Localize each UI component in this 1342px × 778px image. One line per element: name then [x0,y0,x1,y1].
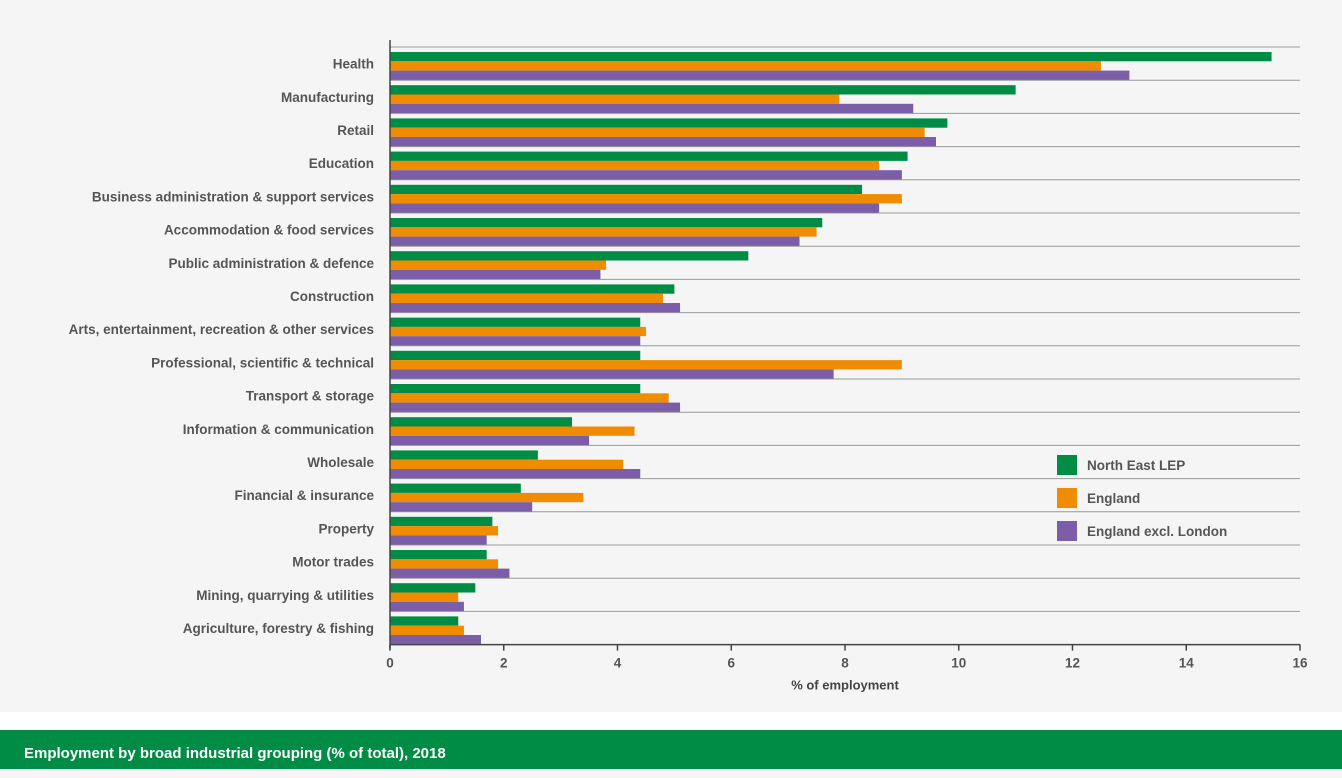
category-label: Construction [290,289,374,304]
bar-england-excl-london [390,137,936,147]
bar-england-excl-london [390,303,681,313]
category-label: Property [318,521,374,536]
bar-england-excl-london [390,369,834,379]
bar-england [390,625,464,635]
legend: North East LEP England England excl. Londo… [1057,455,1227,541]
bar-england [390,393,669,403]
bar-england [390,160,880,171]
bar-north-east-lep [390,284,675,294]
bar-north-east-lep [390,52,1272,62]
grid-lines [390,46,1300,646]
legend-label: England excl. London [1087,524,1227,539]
category-label: Mining, quarrying & utilities [196,588,374,603]
bar-north-east-lep [390,516,493,527]
category-label: Arts, entertainment, recreation & other … [69,322,374,337]
x-tick-label: 2 [500,656,508,671]
x-tick-label: 4 [614,656,622,671]
bar-north-east-lep [390,616,459,626]
bar-england [390,426,635,436]
bar-england [390,194,902,204]
bar-england-excl-london [390,469,641,479]
bars [390,52,1272,645]
bar-england [390,459,624,469]
category-label: Transport & storage [246,389,375,404]
legend-label: North East LEP [1087,458,1185,473]
category-label: Public administration & defence [168,256,374,271]
bar-north-east-lep [390,583,476,593]
bar-england [390,260,607,270]
x-axis-title: % of employment [791,678,899,693]
x-tick-label: 16 [1292,656,1308,671]
category-label: Motor trades [292,555,374,570]
legend-swatch [1057,488,1077,508]
category-label: Financial & insurance [234,488,374,503]
x-tick-label: 10 [951,656,966,671]
bar-england-excl-london [390,70,1130,80]
bar-north-east-lep [390,184,863,195]
category-label: Agriculture, forestry & fishing [183,621,374,636]
x-tick-label: 12 [1065,656,1080,671]
bar-england [390,360,902,370]
bar-north-east-lep [390,384,641,394]
bar-north-east-lep [390,450,538,460]
bar-england [390,94,840,104]
bar-england [390,127,925,137]
chart-caption: Employment by broad industrial grouping … [0,730,1342,769]
bar-north-east-lep [390,85,1016,95]
bar-england-excl-london [390,269,601,280]
bar-north-east-lep [390,251,749,261]
bar-north-east-lep [390,151,908,161]
bar-england-excl-london [390,568,510,578]
chart-area: Health Manufacturing Retail Education Busine… [68,40,1308,693]
separator [0,712,1342,730]
x-tick-label: 0 [386,656,394,671]
bar-england [390,592,459,602]
bar-england [390,326,646,337]
bar-england-excl-london [390,502,533,512]
category-label: Professional, scientific & technical [151,355,374,370]
bar-england-excl-london [390,535,487,545]
bar-england [390,293,663,303]
category-label: Accommodation & food services [164,223,374,238]
x-axis: 0 2 4 6 8 10 12 14 16 [386,40,1308,671]
employment-bar-chart: Health Manufacturing Retail Education Busine… [69,40,1308,693]
x-tick-label: 8 [841,656,849,671]
bar-north-east-lep [390,483,521,493]
category-labels: Health Manufacturing Retail Education Busine… [69,57,375,636]
category-label: Manufacturing [281,90,374,105]
bar-england-excl-london [390,103,914,114]
bar-north-east-lep [390,218,823,228]
legend-swatch [1057,521,1077,541]
bar-england [390,492,584,503]
bar-england-excl-london [390,236,800,246]
bar-england-excl-london [390,601,464,612]
bar-england-excl-london [390,402,681,412]
x-tick-label: 14 [1179,656,1195,671]
bar-north-east-lep [390,417,572,427]
bar-england-excl-london [390,336,641,346]
bar-england [390,227,817,237]
legend-label: England [1087,491,1140,506]
bar-england [390,526,499,536]
bar-england-excl-london [390,170,902,180]
bar-north-east-lep [390,118,948,128]
bar-england-excl-london [390,635,481,645]
bar-england-excl-london [390,203,880,213]
category-label: Retail [337,123,374,138]
bar-england-excl-london [390,435,590,446]
bar-north-east-lep [390,350,641,361]
category-label: Business administration & support servic… [92,189,374,204]
legend-swatch [1057,455,1077,475]
bar-england [390,559,499,569]
category-label: Information & communication [183,422,374,437]
bar-north-east-lep [390,317,641,327]
category-label: Education [309,156,374,171]
bar-north-east-lep [390,550,487,560]
bar-england [390,61,1101,71]
category-label: Wholesale [307,455,374,470]
category-label: Health [333,57,374,72]
x-tick-label: 6 [727,656,735,671]
